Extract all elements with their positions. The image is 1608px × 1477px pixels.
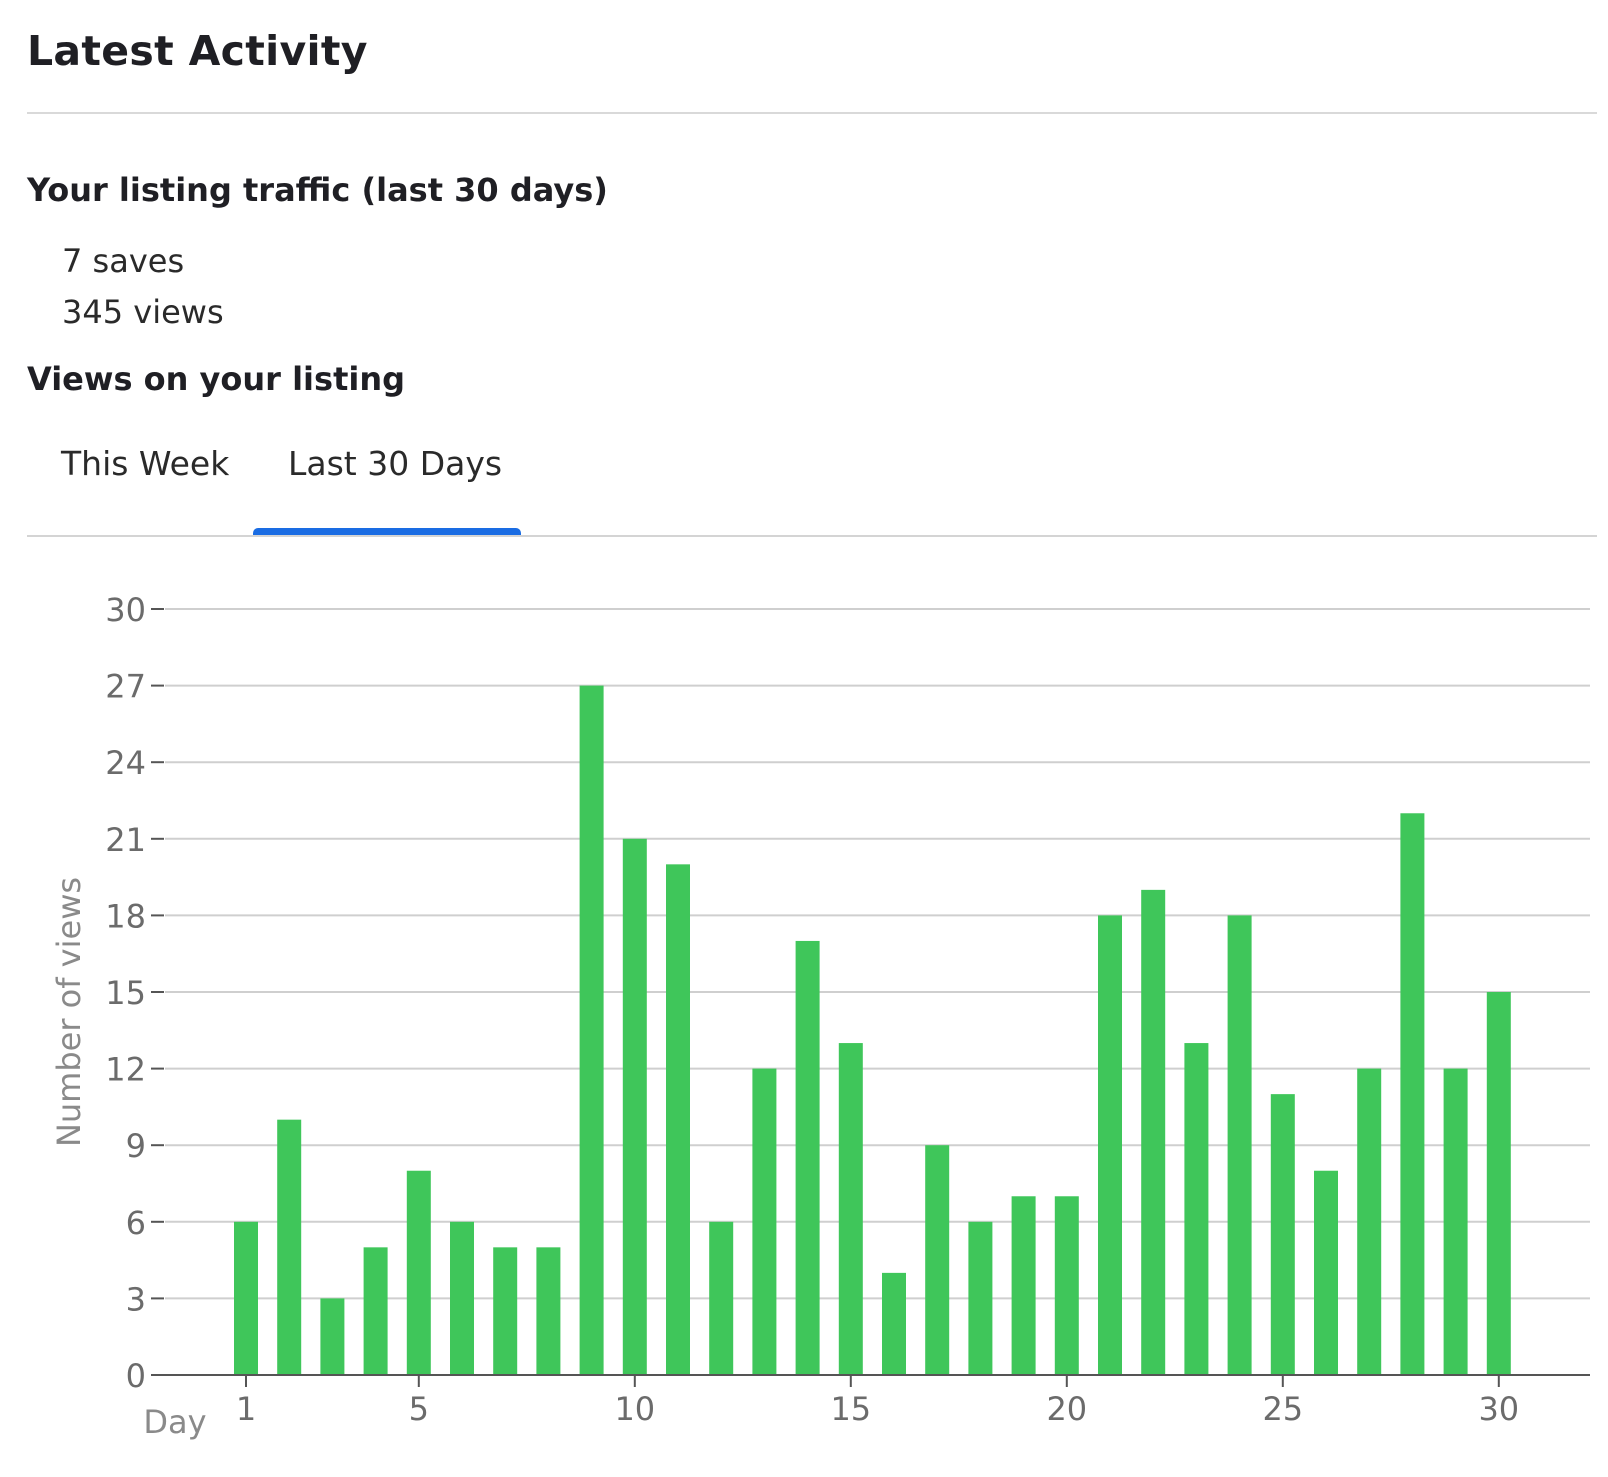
y-tick-label: 30	[105, 591, 146, 629]
bar-day-15	[838, 1043, 863, 1375]
active-tab-indicator	[253, 528, 521, 536]
y-tick-label: 0	[126, 1357, 146, 1395]
bar-day-3	[320, 1298, 345, 1375]
bar-day-30	[1486, 992, 1511, 1375]
bar-day-18	[968, 1221, 993, 1375]
bar-day-19	[1011, 1196, 1036, 1375]
tabs-divider	[27, 535, 1597, 537]
bar-day-26	[1314, 1170, 1338, 1375]
x-tick-label: 30	[1478, 1390, 1519, 1428]
bar-day-10	[622, 838, 647, 1375]
x-tick-label: 1	[236, 1390, 256, 1428]
bar-day-13	[752, 1068, 777, 1375]
tab-last-30-days-label: Last 30 Days	[288, 444, 503, 483]
bar-day-29	[1443, 1068, 1468, 1375]
y-axis-label: Number of views	[50, 877, 88, 1147]
bar-day-25	[1270, 1094, 1295, 1375]
x-tick-label: 15	[830, 1390, 871, 1428]
bar-day-16	[882, 1272, 906, 1375]
x-tick-label: 25	[1262, 1390, 1303, 1428]
y-tick-label: 3	[126, 1280, 146, 1318]
views-count: 345 views	[62, 293, 224, 331]
y-tick-label: 27	[105, 668, 146, 706]
bar-day-23	[1184, 1043, 1209, 1375]
x-tick-label: 20	[1046, 1390, 1087, 1428]
bar-day-2	[277, 1119, 302, 1375]
latest-activity-panel: Latest Activity Your listing traffic (la…	[27, 0, 1597, 1477]
page-title: Latest Activity	[27, 27, 368, 75]
x-tick-label: 10	[614, 1390, 655, 1428]
bar-day-12	[709, 1221, 734, 1375]
y-tick-label: 24	[105, 744, 146, 782]
y-tick-label: 12	[105, 1051, 146, 1089]
y-tick-label: 6	[126, 1204, 146, 1242]
bar-day-28	[1400, 813, 1425, 1375]
bar-day-1	[234, 1221, 258, 1375]
bar-day-21	[1098, 915, 1122, 1375]
y-tick-label: 18	[105, 897, 146, 935]
bar-day-14	[795, 940, 820, 1375]
bar-day-5	[406, 1170, 431, 1375]
views-heading: Views on your listing	[27, 360, 406, 398]
tab-last-30-days[interactable]: Last 30 Days	[253, 430, 521, 536]
x-axis-label: Day	[143, 1403, 206, 1441]
views-tabs: This Week Last 30 Days	[27, 430, 1597, 536]
traffic-heading: Your listing traffic (last 30 days)	[27, 171, 608, 209]
y-tick-label: 9	[126, 1127, 146, 1165]
bar-day-8	[536, 1247, 561, 1375]
x-tick-label: 5	[409, 1390, 429, 1428]
tab-this-week-label: This Week	[61, 444, 230, 483]
saves-count: 7 saves	[62, 242, 185, 280]
tab-this-week[interactable]: This Week	[27, 430, 253, 536]
bar-day-9	[579, 685, 604, 1375]
bar-day-17	[925, 1145, 950, 1375]
bar-day-4	[363, 1247, 388, 1375]
bar-day-24	[1227, 915, 1252, 1375]
bar-day-7	[493, 1247, 518, 1375]
bar-day-11	[666, 864, 690, 1375]
y-tick-label: 15	[105, 974, 146, 1012]
bar-day-20	[1054, 1196, 1079, 1375]
y-tick-label: 21	[105, 821, 146, 859]
bar-day-22	[1141, 889, 1166, 1375]
bar-day-27	[1357, 1068, 1382, 1375]
bar-day-6	[450, 1221, 474, 1375]
header-divider	[27, 112, 1597, 114]
